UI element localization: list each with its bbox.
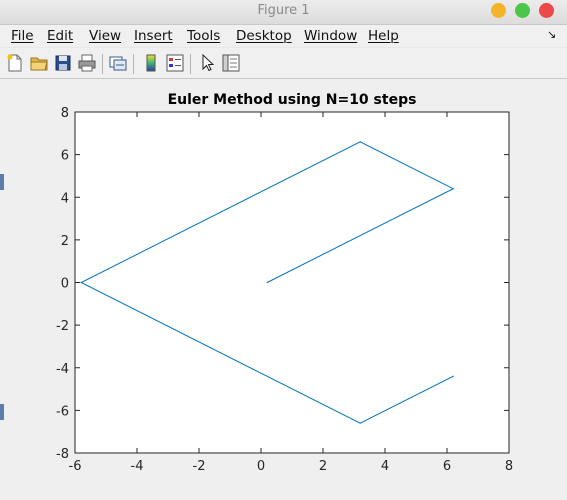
minimize-button[interactable] (491, 3, 506, 18)
data-point (266, 281, 268, 284)
x-tick-label: 4 (381, 459, 389, 474)
chart-title: Euler Method using N=10 steps (168, 92, 417, 108)
axes-box[interactable] (74, 111, 510, 454)
y-tick-label: 0 (61, 277, 69, 292)
x-tick-label: -4 (131, 459, 144, 474)
y-tick-label: 8 (61, 106, 69, 121)
x-tick-label: -2 (193, 459, 206, 474)
insert-legend-icon[interactable] (166, 54, 184, 72)
print-icon[interactable] (78, 54, 96, 72)
y-tick-label: -6 (56, 404, 69, 419)
menu-insert[interactable]: Insert (134, 28, 173, 44)
data-point (359, 422, 361, 424)
x-tick-label: 0 (257, 459, 265, 474)
maximize-button[interactable] (515, 3, 530, 18)
menu-desktop[interactable]: Desktop (236, 28, 292, 44)
menu-tools[interactable]: Tools (187, 28, 221, 44)
edit-plot-icon[interactable] (198, 54, 216, 72)
toolbar-separator (190, 54, 191, 74)
series-line[interactable] (80, 141, 455, 424)
toolbar-separator (133, 54, 134, 74)
menu-window[interactable]: Window (304, 28, 358, 44)
open-file-icon[interactable] (30, 54, 48, 72)
insert-colorbar-icon[interactable] (142, 54, 160, 72)
new-figure-icon[interactable] (6, 54, 24, 72)
x-tick-label: 8 (505, 459, 513, 474)
link-plot-icon[interactable] (109, 54, 127, 72)
y-tick-label: 6 (61, 149, 69, 164)
y-tick-label: 2 (61, 234, 69, 249)
data-point (359, 141, 361, 143)
side-tab (0, 174, 4, 190)
menu-file[interactable]: File (11, 28, 34, 44)
property-inspector-icon[interactable] (222, 54, 240, 72)
dock-arrow-icon[interactable]: ↘ (547, 28, 557, 41)
side-tab (0, 404, 4, 420)
y-tick-label: -2 (56, 319, 69, 334)
save-icon[interactable] (54, 54, 72, 72)
data-point (452, 375, 454, 377)
close-button[interactable] (539, 3, 554, 18)
x-tick-label: 6 (443, 459, 451, 474)
menu-view[interactable]: View (89, 28, 122, 44)
data-point (452, 188, 454, 190)
menu-bar: File Edit View Insert Tools Desktop Wind… (0, 25, 567, 47)
data-point (80, 281, 82, 284)
y-tick-label: -8 (56, 447, 69, 462)
window-titlebar[interactable]: Figure 1 (0, 0, 567, 25)
menu-help[interactable]: Help (368, 28, 399, 44)
menu-edit[interactable]: Edit (47, 28, 74, 44)
y-tick-label: -4 (56, 362, 69, 377)
figure-canvas[interactable]: -6 -4 -2 0 2 4 6 8 -8 -6 -4 -2 0 2 4 6 8 Euler Method usi… (0, 79, 567, 500)
figure-toolbar (0, 48, 567, 79)
y-tick-label: 4 (61, 191, 69, 206)
x-tick-label: -6 (69, 459, 82, 474)
window-title: Figure 1 (257, 3, 310, 18)
toolbar-separator (102, 54, 103, 74)
x-tick-label: 2 (319, 459, 327, 474)
